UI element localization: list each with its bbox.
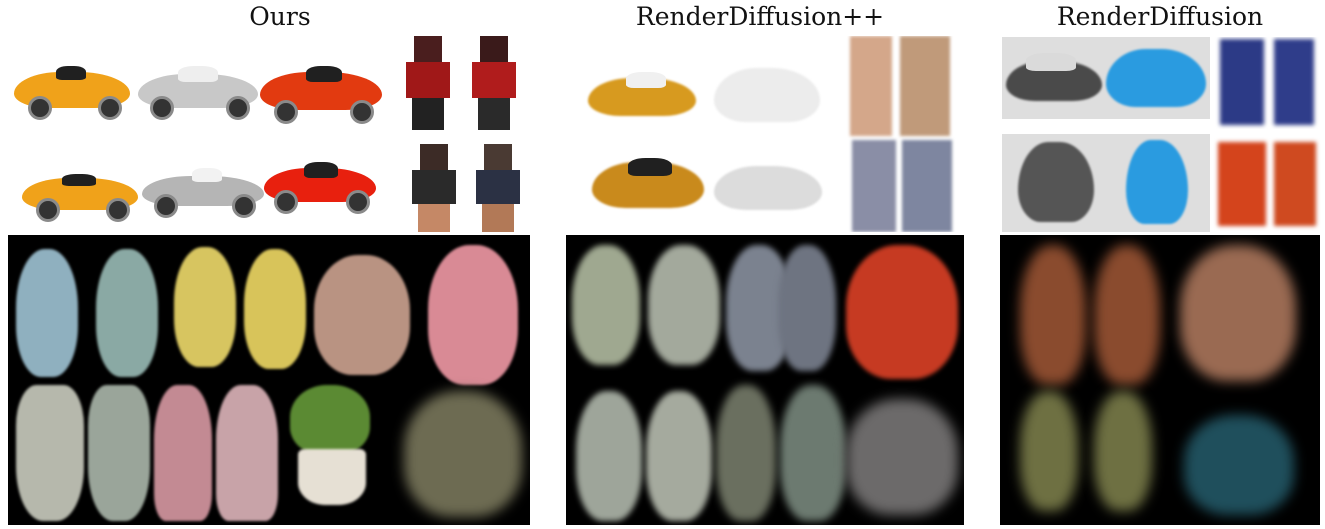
column-title-renderdiffusion-pp: RenderDiffusion++ bbox=[635, 2, 885, 31]
renderdiffusion-synthetic-panel-bottom bbox=[1002, 134, 1210, 232]
renderdiffusion-pp-synthetic-panel bbox=[574, 36, 964, 232]
plant-pot-render bbox=[298, 449, 366, 505]
plant-render bbox=[290, 385, 370, 455]
minecraft-render bbox=[1274, 39, 1314, 125]
vase-render-striped bbox=[716, 385, 776, 521]
minecraft-render bbox=[470, 144, 526, 232]
minecraft-render bbox=[406, 144, 462, 232]
hydrant-render-yellow bbox=[244, 249, 306, 369]
car-render-blue bbox=[1106, 43, 1208, 113]
hydrant-render-dark bbox=[778, 245, 836, 371]
car-render-silver bbox=[138, 60, 258, 120]
vase-render-pink bbox=[216, 385, 278, 521]
hydrant-render-yellow bbox=[174, 247, 236, 367]
renderdiffusion-real-panel bbox=[1000, 235, 1320, 525]
renderdiffusion-minecraft-bottom bbox=[1212, 134, 1322, 232]
column-title-renderdiffusion: RenderDiffusion bbox=[1056, 2, 1264, 31]
renderdiffusion-minecraft-top bbox=[1212, 37, 1322, 129]
car-render-orange bbox=[588, 66, 698, 126]
car-render-orange bbox=[14, 58, 132, 120]
hydrant-render-blue bbox=[572, 245, 640, 365]
vase-render bbox=[1094, 391, 1152, 511]
vase-render bbox=[88, 385, 150, 521]
hydrant-render-blue bbox=[96, 249, 158, 377]
vase-render bbox=[646, 391, 712, 521]
car-render-blue bbox=[1122, 138, 1194, 228]
teddy-render bbox=[1180, 245, 1296, 381]
teddy-render-red bbox=[846, 245, 958, 379]
vase-render-pink bbox=[154, 385, 212, 521]
vase-render bbox=[16, 385, 84, 521]
vase-render-striped bbox=[780, 385, 846, 521]
vase-render bbox=[1020, 391, 1078, 511]
minecraft-render bbox=[852, 140, 896, 232]
minecraft-render bbox=[1220, 39, 1264, 125]
car-render-police bbox=[1008, 138, 1104, 226]
vase-render bbox=[576, 391, 642, 521]
teddy-render bbox=[314, 255, 410, 375]
hydrant-render-blue bbox=[648, 245, 720, 365]
car-render-white bbox=[714, 154, 824, 228]
car-render-orange bbox=[22, 164, 140, 224]
car-render-orange bbox=[592, 152, 706, 222]
car-render-police bbox=[1006, 47, 1104, 111]
hydrant-render-blue bbox=[16, 249, 78, 377]
renderdiffusion-pp-real-panel bbox=[566, 235, 964, 525]
car-render-red bbox=[260, 58, 382, 124]
plant-render bbox=[1184, 415, 1294, 515]
plant-render bbox=[846, 399, 958, 515]
column-title-ours: Ours bbox=[249, 2, 311, 31]
car-render-silver bbox=[142, 160, 264, 220]
car-render-white bbox=[714, 56, 824, 136]
minecraft-render bbox=[900, 36, 950, 136]
ours-real-panel bbox=[8, 235, 530, 525]
minecraft-render bbox=[1274, 142, 1316, 226]
ours-synthetic-panel bbox=[8, 36, 530, 232]
renderdiffusion-synthetic-panel-top bbox=[1002, 37, 1210, 119]
minecraft-render bbox=[400, 36, 456, 132]
plant-render bbox=[404, 391, 522, 517]
minecraft-render bbox=[850, 36, 892, 136]
hydrant-render bbox=[1094, 245, 1160, 385]
hydrant-render bbox=[1020, 245, 1086, 385]
minecraft-render bbox=[902, 140, 952, 232]
car-render-red bbox=[264, 154, 376, 214]
teddy-render-pink bbox=[428, 245, 518, 385]
minecraft-render bbox=[466, 36, 522, 132]
minecraft-render bbox=[1218, 142, 1266, 226]
